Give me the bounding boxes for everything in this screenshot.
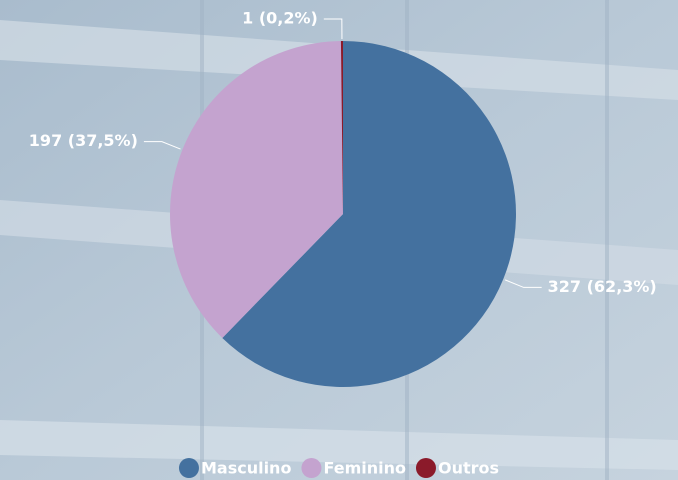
data-label: 327 (62,3%) xyxy=(548,277,657,296)
legend-label[interactable]: Masculino xyxy=(201,459,291,478)
legend-marker xyxy=(301,458,321,478)
legend-label[interactable]: Feminino xyxy=(323,459,406,478)
legend-marker xyxy=(179,458,199,478)
data-label: 1 (0,2%) xyxy=(242,9,318,28)
data-label: 197 (37,5%) xyxy=(29,131,138,150)
legend-label[interactable]: Outros xyxy=(438,459,499,478)
legend: Masculino Feminino Outros xyxy=(179,458,499,478)
legend-marker xyxy=(416,458,436,478)
chart: 327 (62,3%) 197 (37,5%) 1 (0,2%) Masculino F… xyxy=(0,0,678,480)
